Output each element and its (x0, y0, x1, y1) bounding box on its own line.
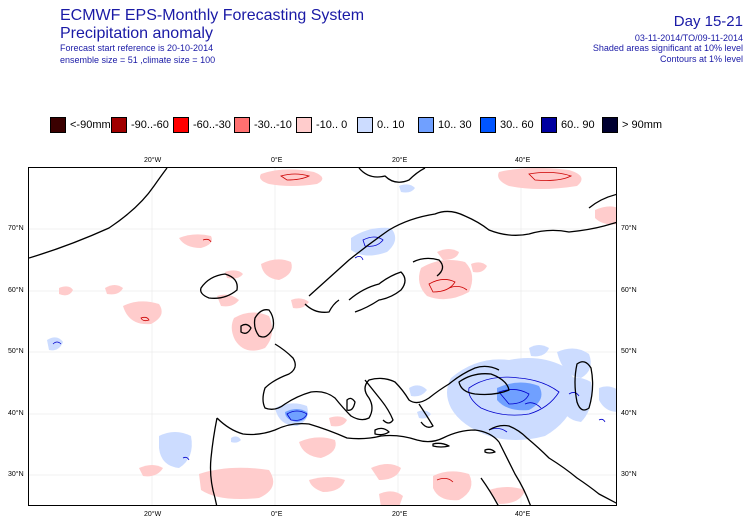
left-lat-label: 50°N (8, 348, 24, 355)
legend-swatch-2 (111, 117, 127, 133)
left-lat-label: 70°N (8, 225, 24, 232)
left-lat-label: 30°N (8, 471, 24, 478)
precipitation-map (29, 168, 616, 505)
positive-anomaly-areas (47, 184, 616, 468)
legend-swatch-7 (418, 117, 434, 133)
legend-label-5: -10.. 0 (316, 119, 348, 131)
legend-label-6: 0.. 10 (377, 119, 405, 131)
top-lon-label: 20°W (144, 157, 162, 164)
top-lon-label: 20°E (392, 157, 408, 164)
ensemble-info-text: ensemble size = 51 ,climate size = 100 (60, 55, 216, 65)
legend-label-9: 60.. 90 (561, 119, 595, 131)
left-lat-label: 40°N (8, 410, 24, 417)
legend-swatch-9 (541, 117, 557, 133)
right-lat-label: 50°N (621, 348, 637, 355)
bottom-lon-label: 20°E (392, 511, 408, 518)
negative-contours (140, 172, 573, 483)
positive-contours (52, 236, 606, 461)
legend-label-3: -60..-30 (193, 119, 231, 131)
bottom-lon-label: 40°E (515, 511, 531, 518)
date-range: 03-11-2014/TO/09-11-2014 (634, 33, 743, 43)
legend-item-8: 30.. 60 (480, 116, 534, 134)
legend-item-4: -30..-10 (234, 116, 292, 134)
legend-label-1: <-90mm (70, 119, 111, 131)
legend-label-4: -30..-10 (254, 119, 292, 131)
product-title: Precipitation anomaly (60, 25, 213, 42)
legend-label-8: 30.. 60 (500, 119, 534, 131)
right-lat-label: 70°N (621, 225, 637, 232)
legend-swatch-1 (50, 117, 66, 133)
legend-item-2: -90..-60 (111, 116, 169, 134)
legend-item-1: <-90mm (50, 116, 111, 134)
legend-item-9: 60.. 90 (541, 116, 595, 134)
legend-swatch-8 (480, 117, 496, 133)
bottom-lon-label: 20°W (144, 511, 162, 518)
legend-item-7: 10.. 30 (418, 116, 472, 134)
right-lat-label: 30°N (621, 471, 637, 478)
legend-item-5: -10.. 0 (296, 116, 347, 134)
top-lon-label: 0°E (271, 157, 283, 164)
coastlines (29, 168, 616, 505)
negative-anomaly-areas (59, 168, 616, 505)
contour-note: Contours at 1% level (659, 54, 743, 64)
legend-swatch-3 (173, 117, 189, 133)
legend-swatch-4 (234, 117, 250, 133)
top-lon-label: 40°E (515, 157, 531, 164)
left-lat-label: 60°N (8, 287, 24, 294)
legend-item-6: 0.. 10 (357, 116, 405, 134)
graticule (29, 168, 616, 505)
legend-swatch-6 (357, 117, 373, 133)
shaded-note: Shaded areas significant at 10% level (592, 43, 743, 53)
legend-item-10: > 90mm (602, 116, 662, 134)
forecast-start-text: Forecast start reference is 20-10-2014 (60, 43, 214, 53)
legend-label-10: > 90mm (622, 119, 663, 131)
legend-swatch-5 (296, 117, 312, 133)
bottom-lon-label: 0°E (271, 511, 283, 518)
right-lat-label: 60°N (621, 287, 637, 294)
map-frame (28, 167, 617, 506)
right-lat-label: 40°N (621, 410, 637, 417)
legend-label-7: 10.. 30 (438, 119, 472, 131)
legend-swatch-10 (602, 117, 618, 133)
legend-label-2: -90..-60 (131, 119, 169, 131)
legend-item-3: -60..-30 (173, 116, 231, 134)
day-range: Day 15-21 (673, 13, 743, 30)
system-title: ECMWF EPS-Monthly Forecasting System (60, 7, 365, 24)
